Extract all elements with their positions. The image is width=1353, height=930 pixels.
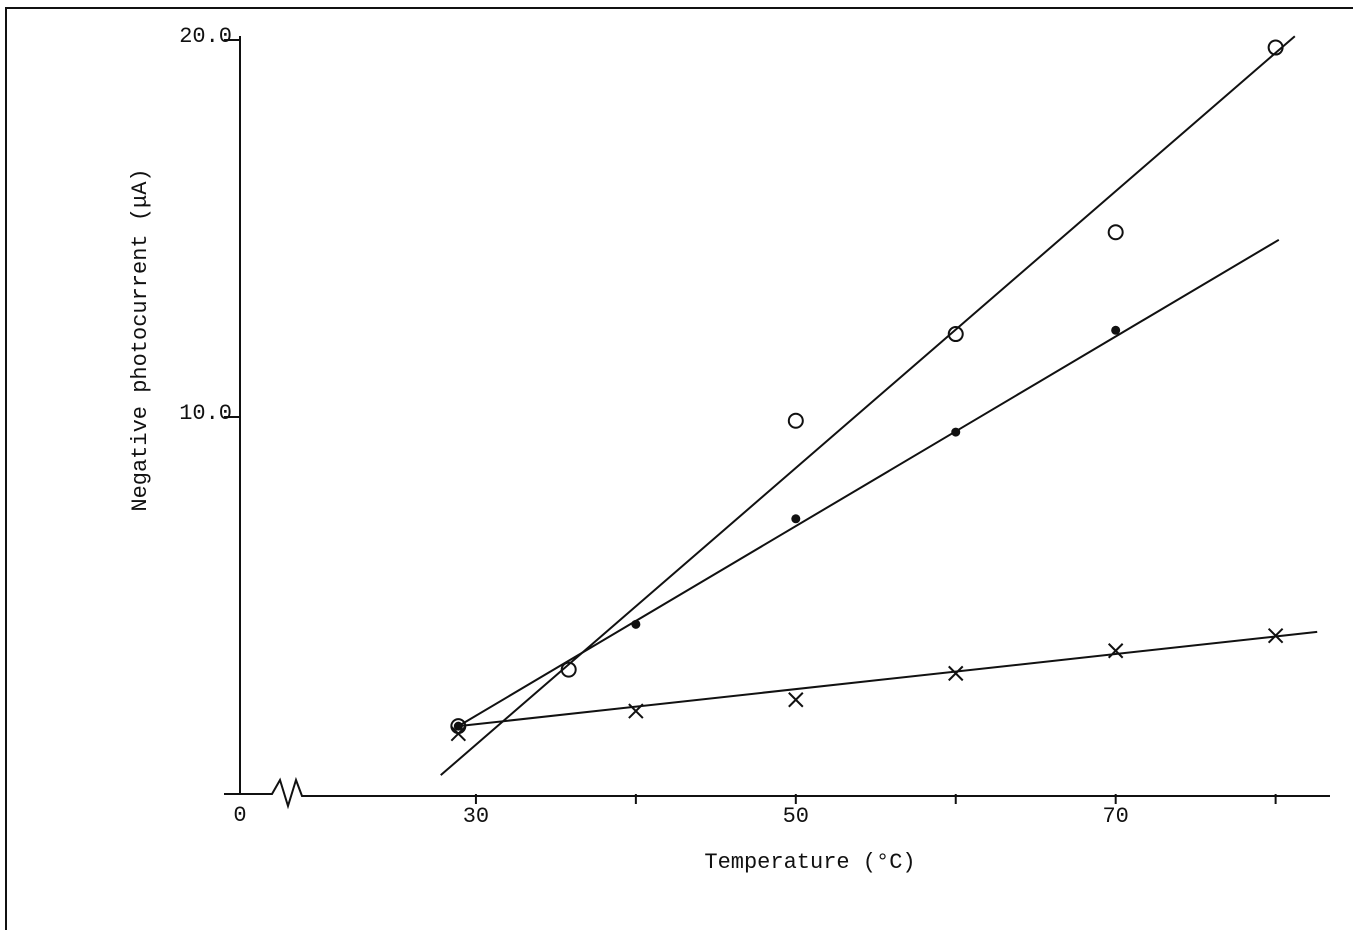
y-tick-label: 10.0 xyxy=(179,401,232,426)
point xyxy=(1111,326,1120,335)
y-axis-label: Negative photocurrent (μA) xyxy=(128,168,153,511)
point xyxy=(949,666,963,680)
point xyxy=(791,514,800,523)
chart: 0 Temperature (°C) Negative photocurrent… xyxy=(0,0,1353,930)
point xyxy=(1109,644,1123,658)
x-origin-label: 0 xyxy=(233,803,246,828)
x-axis-label: Temperature (°C) xyxy=(704,850,915,875)
point xyxy=(951,428,960,437)
point xyxy=(789,414,803,428)
fit-line xyxy=(441,36,1295,775)
x-tick-label: 70 xyxy=(1102,804,1128,829)
point xyxy=(789,693,803,707)
y-tick-label: 20.0 xyxy=(179,24,232,49)
fit-line xyxy=(458,632,1317,726)
point xyxy=(1109,225,1123,239)
frame xyxy=(6,8,1353,930)
x-axis xyxy=(240,780,1330,806)
x-tick-label: 50 xyxy=(783,804,809,829)
x-tick-label: 30 xyxy=(463,804,489,829)
fit-line xyxy=(458,240,1278,726)
point xyxy=(631,620,640,629)
